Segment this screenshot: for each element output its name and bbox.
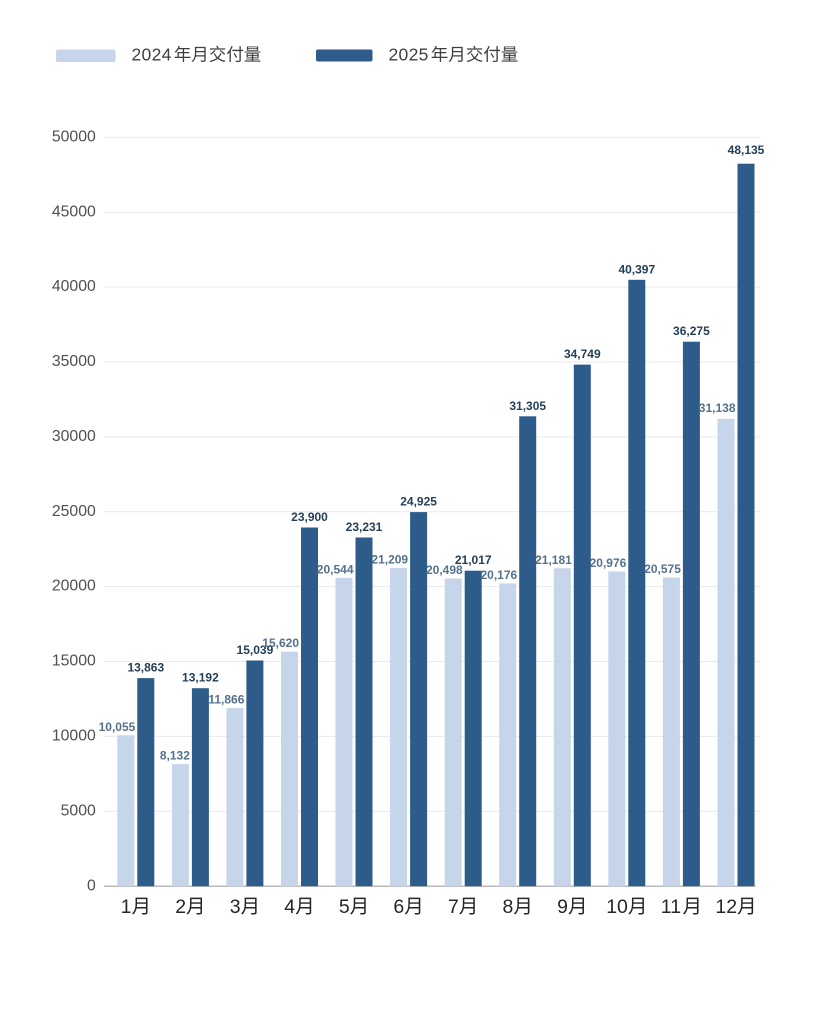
svg-text:24,925: 24,925 [400, 495, 437, 509]
svg-text:11: 11 [661, 896, 681, 918]
svg-text:0: 0 [87, 877, 96, 894]
svg-text:7: 7 [448, 896, 459, 918]
svg-text:20,976: 20,976 [590, 556, 627, 570]
svg-text:15,039: 15,039 [237, 643, 274, 657]
svg-text:20000: 20000 [52, 578, 96, 595]
svg-text:5000: 5000 [61, 802, 96, 819]
svg-text:1: 1 [121, 896, 132, 918]
svg-text:13,863: 13,863 [127, 661, 164, 675]
svg-text:23,900: 23,900 [291, 510, 328, 524]
svg-text:8,132: 8,132 [160, 749, 190, 763]
svg-text:2: 2 [175, 896, 186, 918]
svg-text:35000: 35000 [52, 353, 96, 370]
svg-text:34,749: 34,749 [564, 347, 601, 361]
svg-text:25000: 25000 [52, 503, 96, 520]
svg-text:11,866: 11,866 [208, 693, 244, 707]
svg-text:31,305: 31,305 [509, 399, 546, 413]
svg-text:3: 3 [230, 896, 241, 918]
svg-text:10: 10 [606, 896, 628, 918]
svg-text:2025: 2025 [389, 45, 429, 65]
svg-text:23,231: 23,231 [346, 520, 383, 534]
svg-text:21,017: 21,017 [455, 553, 492, 567]
svg-text:20,575: 20,575 [644, 562, 681, 576]
svg-text:45000: 45000 [52, 203, 96, 220]
svg-text:4: 4 [284, 896, 295, 918]
svg-text:31,138: 31,138 [699, 401, 736, 415]
svg-text:10,055: 10,055 [99, 720, 136, 734]
svg-text:15,620: 15,620 [262, 636, 299, 650]
svg-text:10000: 10000 [52, 728, 96, 745]
svg-text:20,544: 20,544 [317, 562, 354, 576]
svg-text:13,192: 13,192 [182, 671, 219, 685]
svg-text:5: 5 [339, 896, 350, 918]
svg-text:6: 6 [393, 896, 404, 918]
svg-text:12: 12 [715, 896, 737, 918]
svg-text:48,135: 48,135 [728, 143, 765, 157]
svg-text:15000: 15000 [52, 653, 96, 670]
svg-text:2024: 2024 [132, 45, 172, 65]
svg-text:9: 9 [557, 896, 568, 918]
svg-text:40000: 40000 [52, 278, 96, 295]
svg-text:21,209: 21,209 [371, 552, 408, 566]
svg-text:20,498: 20,498 [426, 563, 463, 577]
svg-text:50000: 50000 [52, 128, 96, 145]
svg-text:21,181: 21,181 [535, 553, 572, 567]
svg-text:40,397: 40,397 [618, 262, 655, 276]
svg-text:8: 8 [503, 896, 514, 918]
svg-text:36,275: 36,275 [673, 324, 710, 338]
svg-text:20,176: 20,176 [480, 568, 517, 582]
svg-text:30000: 30000 [52, 428, 96, 445]
